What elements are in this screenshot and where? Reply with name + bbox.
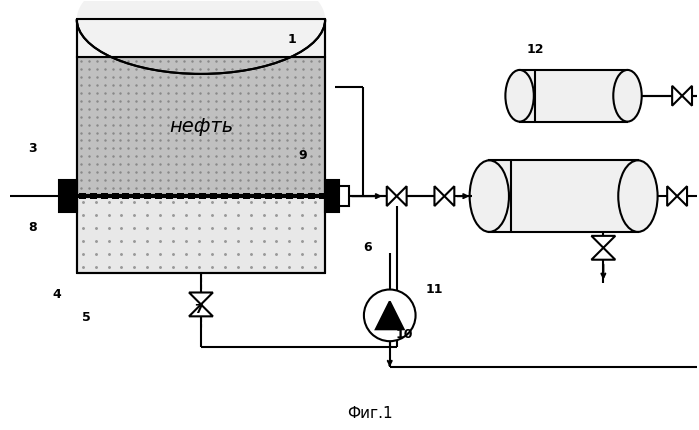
Bar	[59, 180, 77, 212]
Polygon shape	[682, 86, 692, 106]
Text: 5: 5	[82, 311, 91, 324]
Bar	[287, 193, 294, 199]
Bar	[199, 193, 206, 199]
Bar	[155, 193, 162, 199]
Text: 7: 7	[194, 303, 203, 316]
Bar	[221, 193, 228, 199]
Bar	[144, 193, 151, 199]
Polygon shape	[672, 86, 682, 106]
Polygon shape	[376, 301, 403, 329]
Bar	[77, 196, 325, 273]
Bar	[339, 186, 349, 206]
Bar	[308, 193, 315, 199]
Text: Фиг.1: Фиг.1	[347, 406, 393, 421]
Bar	[122, 193, 129, 199]
Bar	[77, 57, 325, 196]
Bar	[275, 193, 282, 199]
Bar	[519, 70, 628, 122]
Bar	[254, 193, 261, 199]
Polygon shape	[77, 0, 325, 19]
Polygon shape	[591, 248, 615, 260]
Bar	[177, 193, 184, 199]
Bar	[188, 193, 195, 199]
Ellipse shape	[470, 160, 509, 232]
Bar	[210, 193, 217, 199]
Circle shape	[364, 289, 416, 341]
Text: 11: 11	[426, 283, 443, 296]
Bar	[134, 193, 140, 199]
Ellipse shape	[618, 160, 658, 232]
Text: 10: 10	[396, 328, 413, 341]
Bar	[489, 160, 638, 232]
Polygon shape	[591, 236, 615, 248]
Polygon shape	[677, 186, 687, 206]
Text: 9: 9	[298, 149, 307, 162]
Bar	[297, 193, 304, 199]
Polygon shape	[189, 292, 213, 304]
Bar	[112, 193, 119, 199]
Bar	[325, 180, 339, 212]
Bar	[89, 193, 96, 199]
Text: 1: 1	[288, 33, 297, 46]
Polygon shape	[397, 186, 407, 206]
Text: 3: 3	[28, 142, 36, 155]
Text: нефть: нефть	[169, 117, 233, 136]
Text: 12: 12	[527, 43, 545, 55]
Bar	[77, 19, 325, 57]
Bar	[77, 196, 325, 273]
Polygon shape	[435, 186, 445, 206]
Text: 4: 4	[52, 288, 62, 301]
Ellipse shape	[613, 70, 642, 122]
Polygon shape	[387, 186, 397, 206]
Ellipse shape	[505, 70, 534, 122]
Text: 8: 8	[28, 221, 36, 234]
Polygon shape	[445, 186, 454, 206]
Bar	[101, 193, 108, 199]
Bar	[79, 193, 86, 199]
Bar	[77, 57, 325, 196]
Text: 6: 6	[363, 241, 372, 254]
Bar	[264, 193, 271, 199]
Bar	[166, 193, 173, 199]
Polygon shape	[667, 186, 677, 206]
Bar	[243, 193, 250, 199]
Bar	[232, 193, 239, 199]
Polygon shape	[189, 304, 213, 316]
Bar	[319, 193, 326, 199]
